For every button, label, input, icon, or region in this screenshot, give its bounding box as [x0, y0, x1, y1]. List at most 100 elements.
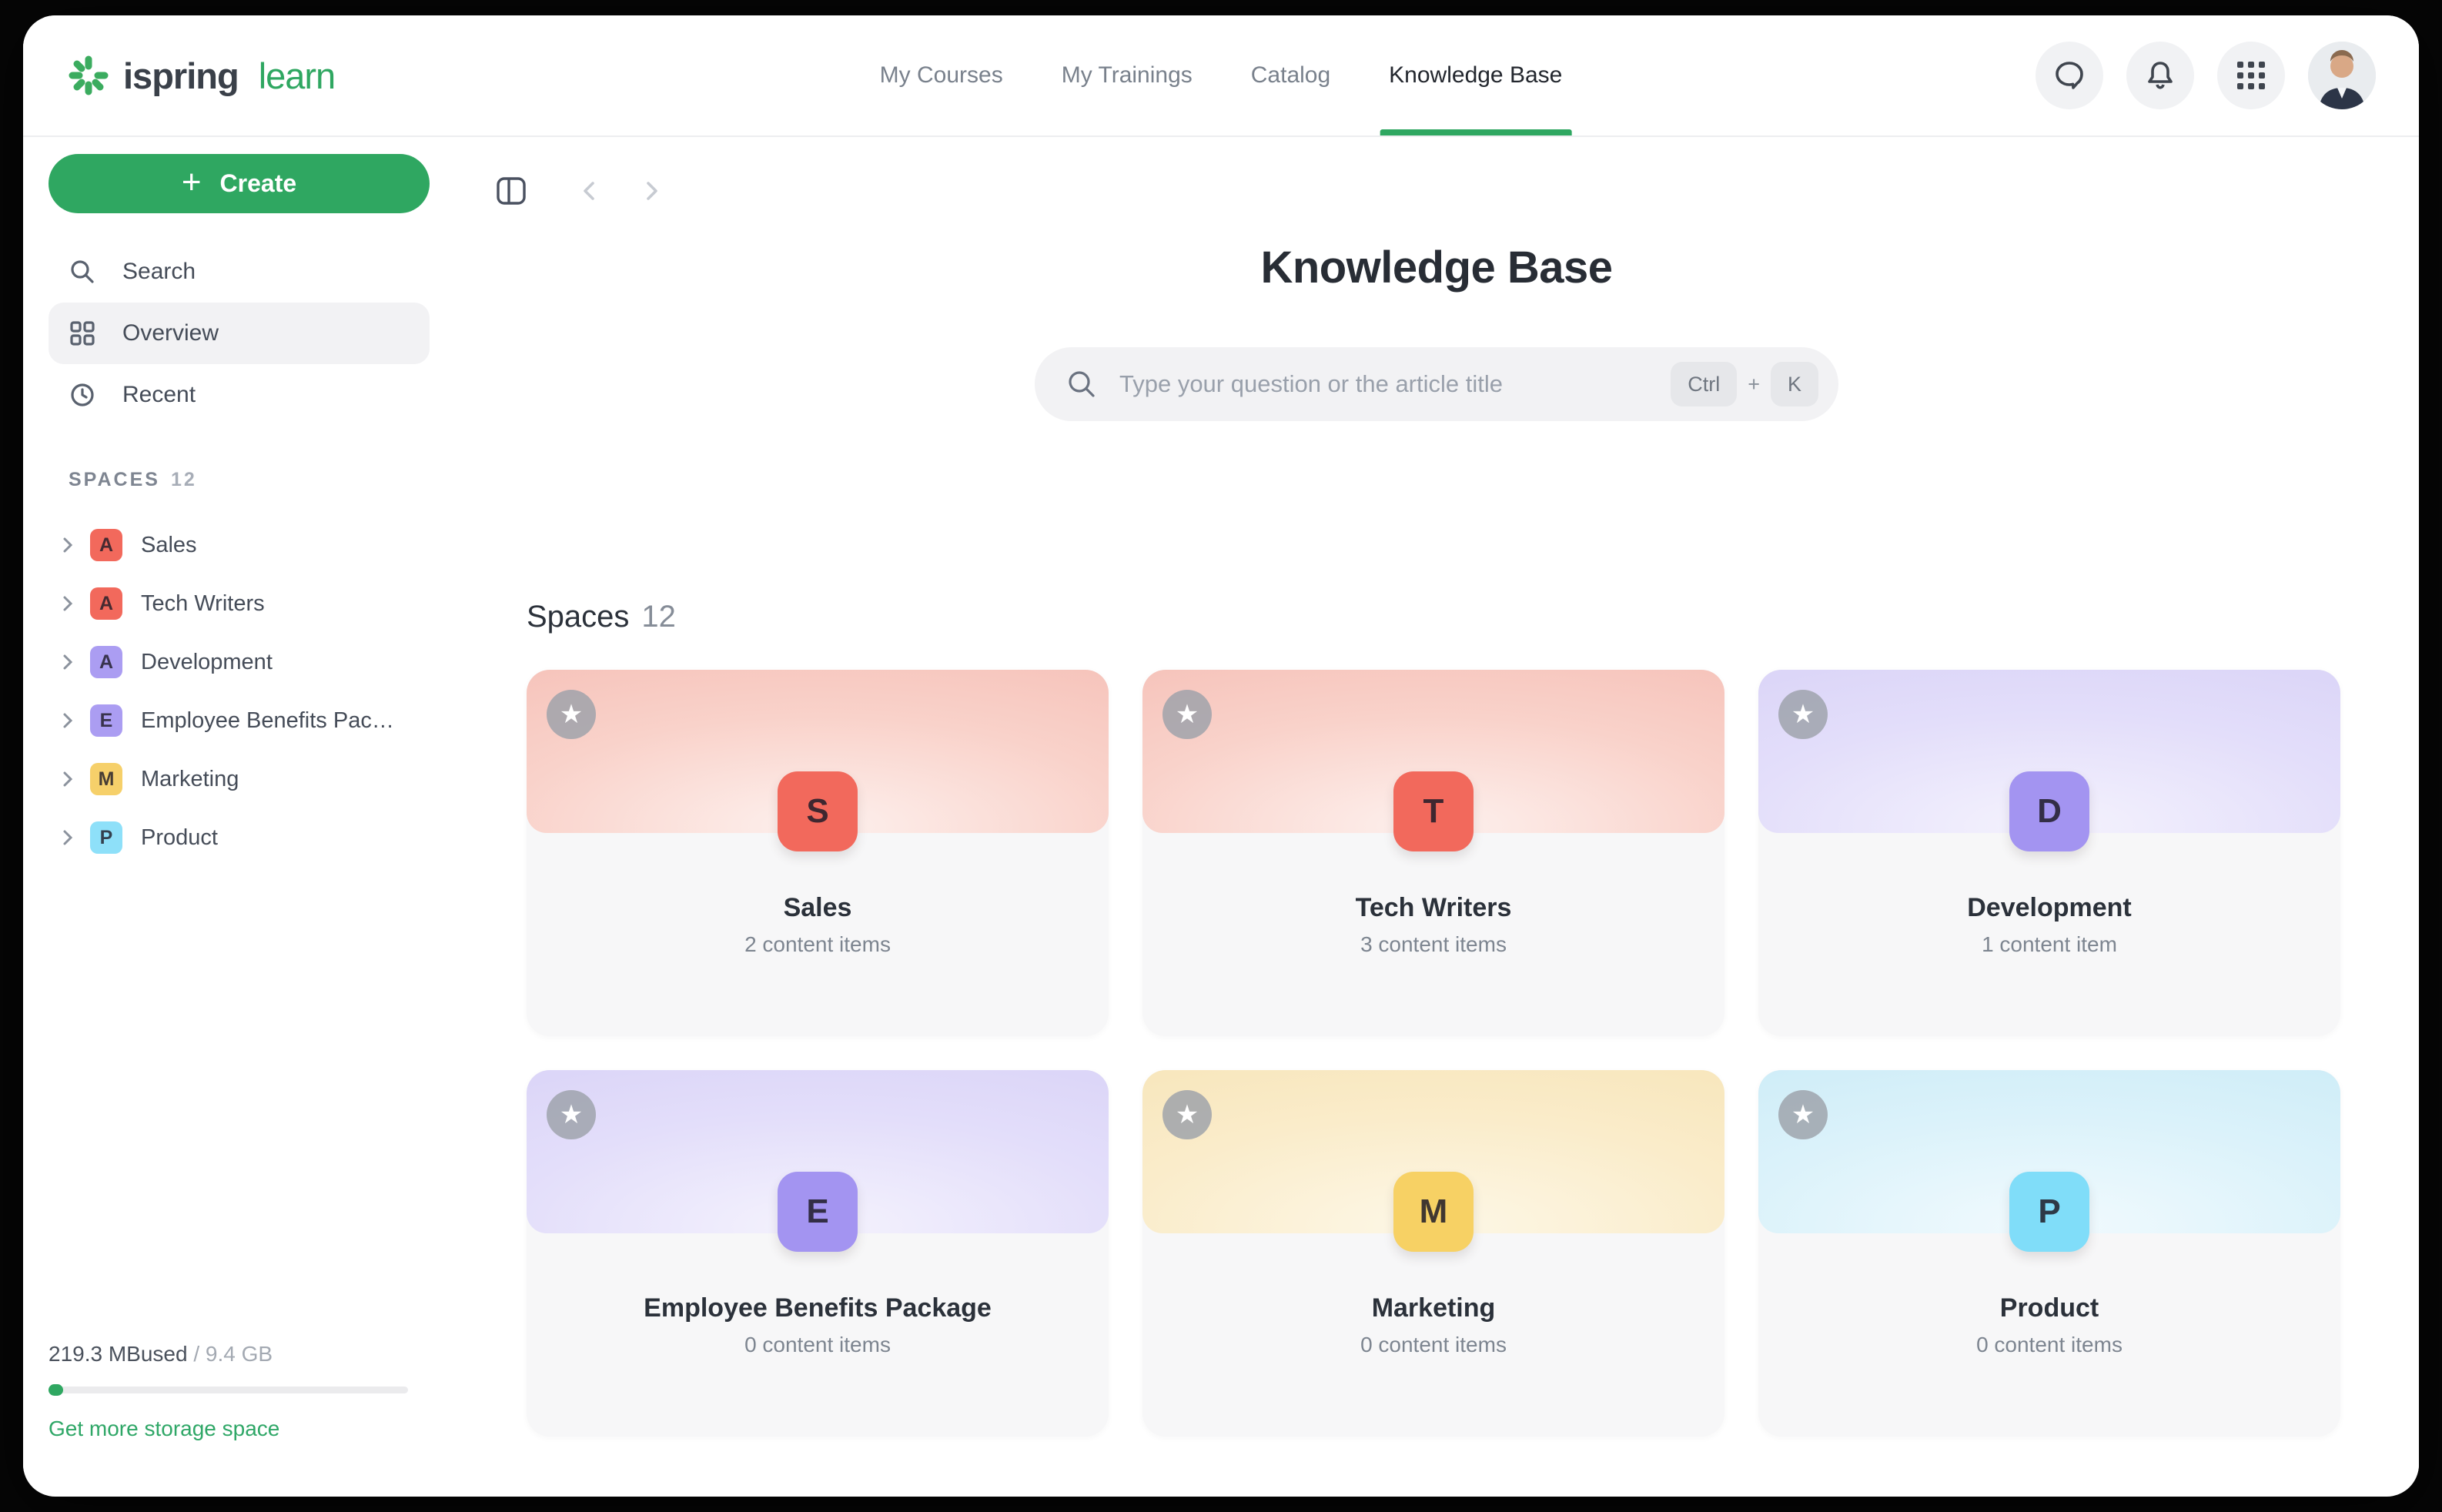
- apps-grid-icon: [2235, 59, 2267, 92]
- spaces-grid: ★ S Sales 2 content items ★ T Tech Write…: [527, 670, 2419, 1437]
- space-item-product[interactable]: P Product: [49, 808, 454, 867]
- star-icon[interactable]: ★: [547, 1090, 596, 1139]
- space-card-employee-benefits[interactable]: ★ E Employee Benefits Package 0 content …: [527, 1070, 1109, 1437]
- space-item-employee-benefits[interactable]: E Employee Benefits Pac…: [49, 691, 454, 750]
- space-card-development[interactable]: ★ D Development 1 content item: [1758, 670, 2340, 1036]
- chat-icon: [2052, 59, 2086, 92]
- space-card-items: 0 content items: [744, 1333, 891, 1356]
- space-badge: M: [90, 763, 122, 795]
- notifications-button[interactable]: [2126, 42, 2194, 109]
- space-card-marketing[interactable]: ★ M Marketing 0 content items: [1142, 1070, 1724, 1437]
- card-header: ★ M: [1142, 1070, 1724, 1252]
- tab-my-trainings[interactable]: My Trainings: [1062, 15, 1193, 135]
- main-content: Knowledge Base Ctrl + K Spaces 12 ★: [454, 137, 2419, 1495]
- spaces-count: 12: [170, 469, 197, 490]
- star-icon[interactable]: ★: [1778, 1090, 1828, 1139]
- ispring-learn-logo[interactable]: ispring learn: [66, 53, 336, 98]
- space-letter-badge: M: [1393, 1172, 1474, 1252]
- sidebar-item-search-label: Search: [122, 259, 196, 284]
- space-name: Product: [141, 825, 218, 850]
- main-nav: My Courses My Trainings Catalog Knowledg…: [880, 15, 1572, 135]
- tab-knowledge-base[interactable]: Knowledge Base: [1380, 15, 1572, 135]
- create-button[interactable]: + Create: [49, 154, 430, 213]
- sidebar-item-search[interactable]: Search: [49, 241, 430, 303]
- chat-button[interactable]: [2036, 42, 2103, 109]
- body-layout: + Create Search: [23, 137, 2419, 1495]
- space-card-title: Employee Benefits Package: [644, 1293, 992, 1323]
- overview-grid-icon: [69, 319, 96, 347]
- card-header: ★ E: [527, 1070, 1109, 1252]
- storage-progress-bar: [49, 1384, 408, 1396]
- space-badge: A: [90, 646, 122, 678]
- space-name: Employee Benefits Pac…: [141, 707, 394, 733]
- space-letter-badge: E: [778, 1172, 858, 1252]
- spaces-heading-count: 12: [641, 600, 676, 634]
- space-name: Development: [141, 649, 273, 674]
- space-letter-badge: T: [1393, 771, 1474, 851]
- storage-used-suffix: used: [140, 1342, 188, 1366]
- space-badge: E: [90, 704, 122, 737]
- kb-search-bar[interactable]: Ctrl + K: [1035, 347, 1838, 421]
- space-card-sales[interactable]: ★ S Sales 2 content items: [527, 670, 1109, 1036]
- space-item-development[interactable]: A Development: [49, 633, 454, 691]
- space-card-title: Marketing: [1371, 1293, 1496, 1323]
- forward-arrow-icon[interactable]: [641, 177, 664, 205]
- kb-search-input[interactable]: [1118, 370, 1671, 399]
- back-arrow-icon[interactable]: [577, 177, 600, 205]
- clock-icon: [69, 381, 96, 409]
- toggle-sidebar-icon[interactable]: [493, 172, 530, 209]
- space-letter-badge: S: [778, 771, 858, 851]
- chevron-right-icon[interactable]: [58, 536, 78, 554]
- tab-catalog[interactable]: Catalog: [1251, 15, 1330, 135]
- spaces-heading-text: Spaces: [527, 600, 630, 634]
- space-name: Marketing: [141, 766, 239, 791]
- star-icon[interactable]: ★: [1162, 1090, 1212, 1139]
- chevron-right-icon[interactable]: [58, 828, 78, 847]
- chevron-right-icon[interactable]: [58, 594, 78, 613]
- space-badge: A: [90, 587, 122, 620]
- spaces-section-label: SPACES 12: [49, 469, 454, 491]
- space-card-tech-writers[interactable]: ★ T Tech Writers 3 content items: [1142, 670, 1724, 1036]
- chevron-right-icon[interactable]: [58, 711, 78, 730]
- space-card-product[interactable]: ★ P Product 0 content items: [1758, 1070, 2340, 1437]
- create-button-label: Create: [219, 169, 297, 197]
- storage-progress-fill: [49, 1384, 63, 1396]
- chevron-right-icon[interactable]: [58, 770, 78, 788]
- sidebar-menu: Search Overview: [49, 241, 454, 426]
- space-item-marketing[interactable]: M Marketing: [49, 750, 454, 808]
- space-item-sales[interactable]: A Sales: [49, 516, 454, 574]
- space-card-title: Development: [1967, 893, 2132, 922]
- space-letter-badge: D: [2009, 771, 2089, 851]
- tab-knowledge-base-label: Knowledge Base: [1389, 62, 1563, 88]
- search-icon: [1065, 368, 1098, 400]
- get-more-storage-link[interactable]: Get more storage space: [49, 1417, 280, 1440]
- tab-my-courses-label: My Courses: [879, 62, 1003, 88]
- star-icon[interactable]: ★: [1778, 690, 1828, 739]
- space-card-items: 2 content items: [744, 932, 891, 956]
- sidebar-item-recent-label: Recent: [122, 382, 196, 407]
- tab-my-trainings-label: My Trainings: [1061, 62, 1193, 88]
- ispring-flower-icon: [66, 53, 111, 98]
- space-badge: A: [90, 529, 122, 561]
- storage-usage-text: 219.3 MBused / 9.4 GB: [49, 1342, 408, 1366]
- search-icon: [69, 258, 96, 286]
- logo-text-ispring: ispring: [123, 55, 239, 96]
- avatar[interactable]: [2308, 42, 2376, 109]
- header-actions: [2036, 42, 2376, 109]
- tab-my-courses[interactable]: My Courses: [880, 15, 1003, 135]
- sidebar-item-recent[interactable]: Recent: [49, 364, 430, 426]
- tab-catalog-label: Catalog: [1250, 62, 1331, 88]
- space-item-tech-writers[interactable]: A Tech Writers: [49, 574, 454, 633]
- star-icon[interactable]: ★: [1162, 690, 1212, 739]
- space-card-items: 0 content items: [1976, 1333, 2123, 1356]
- sidebar-item-overview[interactable]: Overview: [49, 303, 430, 364]
- storage-total-value: / 9.4 GB: [187, 1342, 273, 1366]
- bell-icon: [2143, 59, 2177, 92]
- sidebar-item-overview-label: Overview: [122, 320, 219, 346]
- apps-button[interactable]: [2217, 42, 2285, 109]
- star-icon[interactable]: ★: [547, 690, 596, 739]
- space-card-items: 0 content items: [1360, 1333, 1507, 1356]
- storage-used-value: 219.3 MB: [49, 1342, 141, 1366]
- chevron-right-icon[interactable]: [58, 653, 78, 671]
- space-badge: P: [90, 821, 122, 854]
